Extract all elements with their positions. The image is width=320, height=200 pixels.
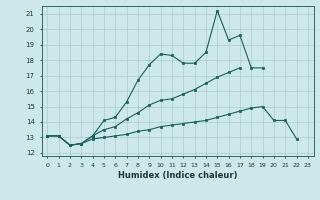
- X-axis label: Humidex (Indice chaleur): Humidex (Indice chaleur): [118, 171, 237, 180]
